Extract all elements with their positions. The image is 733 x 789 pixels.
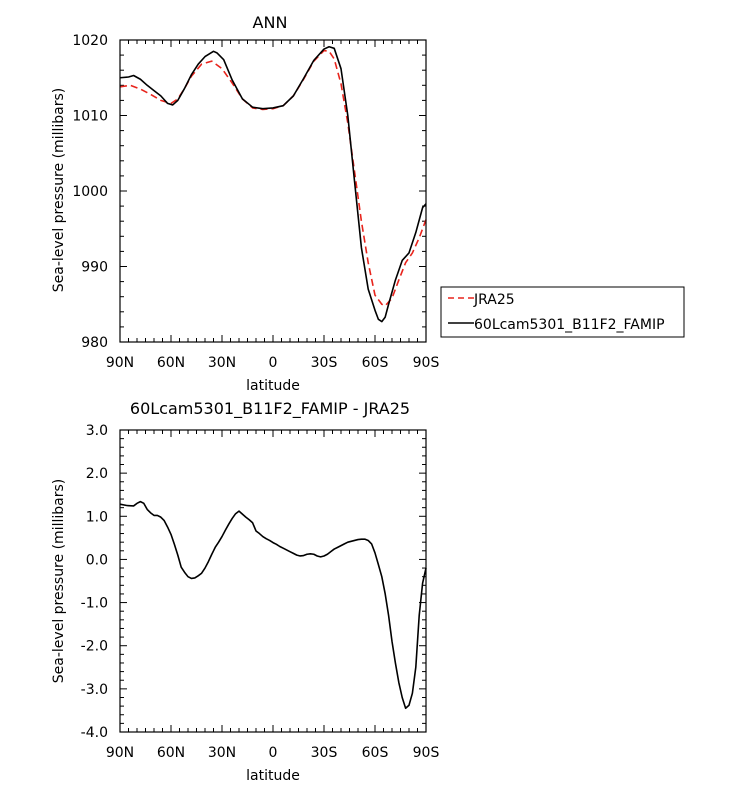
upper-panel: ANN 90N 60N 30N 0 30S 60S 90S 980 990 1000 1010 102… — [51, 13, 685, 394]
x-tick-label: 60N — [157, 745, 185, 761]
series-line-difference — [119, 500, 427, 710]
x-tick-label: 30N — [208, 355, 236, 371]
y-tick-label: 1010 — [72, 109, 108, 125]
legend-label-jra25: JRA25 — [473, 292, 515, 308]
y-tick-label: -3.0 — [81, 682, 108, 698]
y-tick-label: 1000 — [72, 184, 108, 200]
lower-panel: 60Lcam5301_B11F2_FAMIP - JRA25 90N 60N 30N… — [51, 399, 439, 784]
y-tick-label: 1020 — [72, 33, 108, 49]
y-tick-label: 990 — [81, 260, 108, 276]
x-tick-label: 0 — [269, 355, 278, 371]
y-axis-label: Sea-level pressure (millibars) — [51, 479, 67, 683]
x-tick-label: 90N — [106, 745, 134, 761]
series-line-jra25 — [119, 49, 427, 307]
legend: JRA25 60Lcam5301_B11F2_FAMIP — [440, 286, 685, 338]
chart-title: 60Lcam5301_B11F2_FAMIP - JRA25 — [130, 399, 410, 419]
x-tick-label: 90N — [106, 355, 134, 371]
x-tick-label: 0 — [269, 745, 278, 761]
x-tick-label: 30S — [311, 745, 338, 761]
y-tick-label: 2.0 — [86, 466, 108, 482]
x-tick-label: 30S — [311, 355, 338, 371]
y-tick-label: -4.0 — [81, 725, 108, 741]
x-tick-label: 90S — [413, 355, 440, 371]
y-tick-label: 1.0 — [86, 509, 108, 525]
x-axis-label: latitude — [246, 378, 300, 394]
y-tick-label: -2.0 — [81, 639, 108, 655]
plot-frame — [119, 39, 427, 343]
plot-frame — [119, 429, 427, 733]
y-tick-label: 980 — [81, 335, 108, 351]
x-tick-label: 60N — [157, 355, 185, 371]
chart-title: ANN — [253, 13, 288, 32]
y-axis-label: Sea-level pressure (millibars) — [51, 88, 67, 292]
x-tick-label: 60S — [362, 355, 389, 371]
x-tick-label: 30N — [208, 745, 236, 761]
series-line-60lcam5301-b11f2-famip — [119, 45, 427, 323]
x-tick-label: 90S — [413, 745, 440, 761]
y-tick-label: 3.0 — [86, 423, 108, 439]
legend-box — [440, 286, 685, 338]
y-tick-label: -1.0 — [81, 596, 108, 612]
x-axis-label: latitude — [246, 768, 300, 784]
y-tick-label: 0.0 — [86, 552, 108, 568]
legend-label-model: 60Lcam5301_B11F2_FAMIP — [474, 317, 665, 333]
x-tick-label: 60S — [362, 745, 389, 761]
